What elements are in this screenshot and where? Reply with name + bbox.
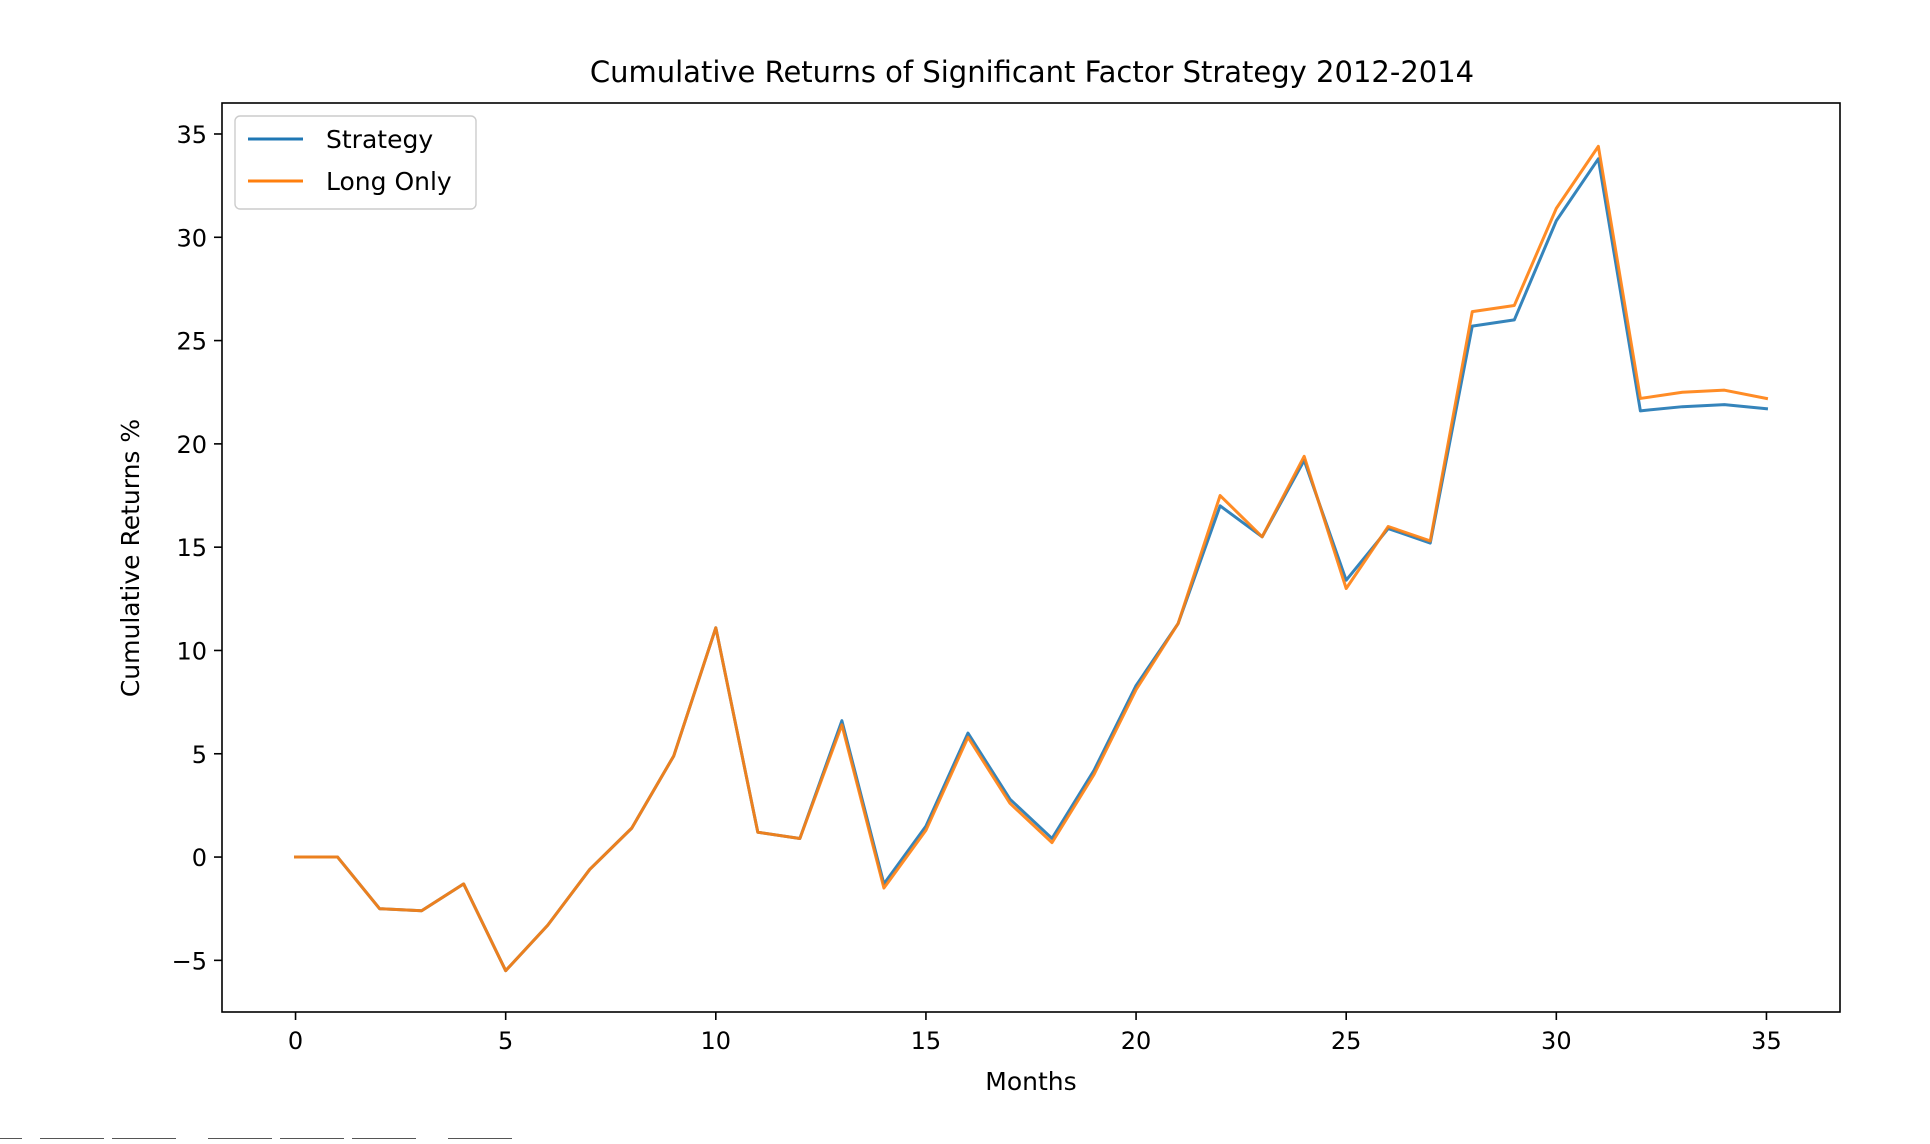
chart-title: Cumulative Returns of Significant Factor…: [590, 55, 1474, 89]
y-tick-label: 25: [176, 328, 207, 356]
y-tick-label: 30: [176, 224, 207, 252]
y-tick-label: −5: [172, 947, 207, 975]
crop-artifact-line: [40, 1138, 104, 1139]
plot-area: [294, 144, 1769, 973]
x-tick-label: 0: [288, 1027, 303, 1055]
y-tick-label: 5: [192, 741, 207, 769]
plot-frame: [221, 102, 1841, 1013]
x-tick-label: 15: [911, 1027, 942, 1055]
x-tick-label: 20: [1121, 1027, 1152, 1055]
x-axis: 0 5 10 15 20 25 30 35: [288, 1012, 1782, 1055]
crop-artifact-line: [280, 1138, 344, 1139]
series-line-long-only: [294, 144, 1769, 973]
y-tick-label: 0: [192, 844, 207, 872]
y-tick-label: 35: [176, 121, 207, 149]
crop-artifact-line: [448, 1138, 512, 1139]
legend-label-long-only: Long Only: [326, 167, 452, 196]
x-tick-label: 30: [1541, 1027, 1572, 1055]
y-tick-label: 15: [176, 534, 207, 562]
y-tick-label: 20: [176, 431, 207, 459]
legend-label-strategy: Strategy: [326, 125, 433, 154]
x-tick-label: 25: [1331, 1027, 1362, 1055]
crop-artifact-line: [0, 1138, 22, 1139]
crop-artifact-line: [112, 1138, 176, 1139]
crop-artifact-line: [208, 1138, 272, 1139]
legend: Strategy Long Only: [234, 115, 477, 210]
x-tick-label: 35: [1751, 1027, 1782, 1055]
x-tick-label: 10: [701, 1027, 732, 1055]
y-axis-label: Cumulative Returns %: [116, 419, 145, 697]
x-axis-label: Months: [985, 1067, 1076, 1096]
y-axis: −5 0 5 10 15 20 25 30 35: [172, 121, 222, 975]
x-tick-label: 5: [498, 1027, 513, 1055]
crop-artifact-line: [352, 1138, 416, 1139]
y-tick-label: 10: [176, 637, 207, 665]
